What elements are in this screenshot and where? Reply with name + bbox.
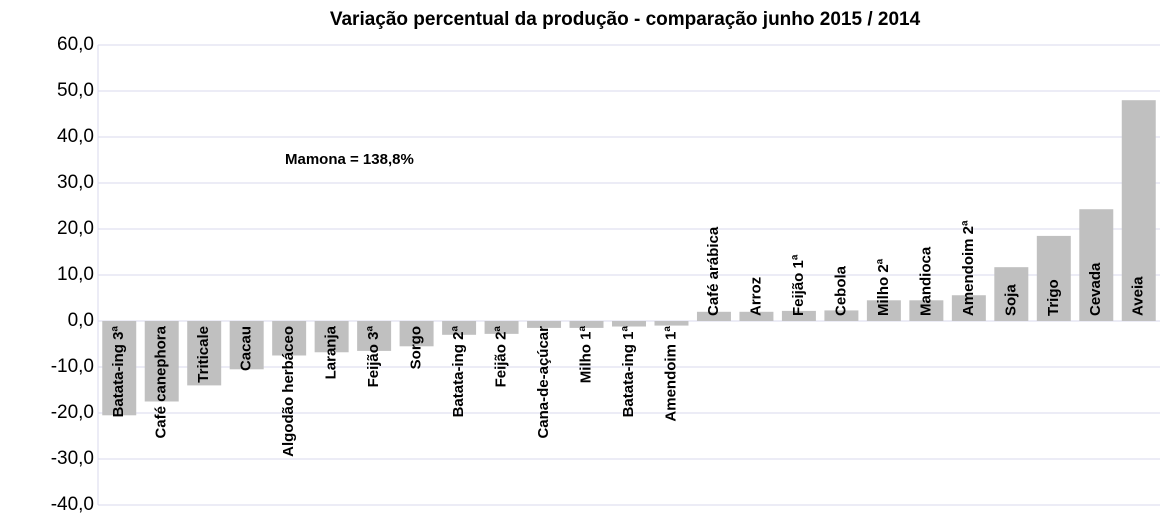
x-tick-label: Mandioca xyxy=(917,246,934,316)
x-tick-label: Café arábica xyxy=(705,226,722,316)
y-tick-label: -10,0 xyxy=(51,356,94,377)
bar xyxy=(994,267,1029,321)
x-tick-label: Cacau xyxy=(238,326,255,371)
bar xyxy=(951,295,986,321)
x-tick-label: Milho 1ª xyxy=(577,326,594,384)
bar xyxy=(442,321,477,335)
y-tick-label: -40,0 xyxy=(51,494,94,515)
bar xyxy=(484,321,519,334)
bar xyxy=(102,321,137,416)
x-tick-label: Triticale xyxy=(195,326,212,383)
y-tick-label: -20,0 xyxy=(51,402,94,423)
bar xyxy=(527,321,562,328)
x-tick-label: Algodão herbáceo xyxy=(280,326,297,457)
bar xyxy=(909,300,944,321)
x-tick-label: Laranja xyxy=(323,325,340,379)
bar xyxy=(357,321,392,351)
bar xyxy=(739,311,774,321)
x-tick-label: Cebola xyxy=(832,265,849,316)
bar xyxy=(612,321,646,327)
x-tick-label: Sorgo xyxy=(408,326,425,369)
bar xyxy=(314,321,349,353)
bar xyxy=(272,321,307,356)
bar xyxy=(866,300,901,321)
y-tick-label: 40,0 xyxy=(57,126,94,147)
x-tick-label: Feijão 3ª xyxy=(365,326,382,388)
y-tick-label: 10,0 xyxy=(57,264,94,285)
x-tick-label: Amendoim 1ª xyxy=(662,326,679,422)
x-tick-label: Batata-ing 3ª xyxy=(110,326,127,418)
bar xyxy=(187,321,222,386)
y-tick-label: 20,0 xyxy=(57,218,94,239)
x-tick-label: Soja xyxy=(1002,284,1019,316)
x-tick-label: Feijão 1ª xyxy=(790,254,807,316)
annotation: Mamona = 138,8% xyxy=(285,151,414,168)
x-tick-label: Batata-ing 1ª xyxy=(620,326,637,418)
x-tick-label: Arroz xyxy=(747,277,764,316)
x-tick-label: Cevada xyxy=(1087,262,1104,316)
x-tick-label: Batata-ing 2ª xyxy=(450,326,467,418)
bar xyxy=(1079,209,1114,321)
x-tick-label: Cana-de-açúcar xyxy=(535,326,552,439)
y-tick-label: -30,0 xyxy=(51,448,94,469)
bar xyxy=(1121,100,1156,321)
chart-title: Variação percentual da produção - compar… xyxy=(330,9,921,30)
x-tick-label: Trigo xyxy=(1045,279,1062,316)
bar xyxy=(781,310,816,321)
bar xyxy=(229,321,264,370)
x-tick-label: Milho 2ª xyxy=(875,258,892,316)
x-tick-label: Aveia xyxy=(1130,276,1147,316)
bar xyxy=(824,310,859,321)
x-tick-label: Amendoim 2ª xyxy=(960,220,977,316)
x-tick-label: Café canephora xyxy=(153,325,170,438)
bar xyxy=(144,321,179,402)
y-tick-label: 0,0 xyxy=(68,310,94,331)
x-tick-label: Feijão 2ª xyxy=(493,326,510,388)
y-tick-label: 60,0 xyxy=(57,34,94,55)
bar xyxy=(696,311,731,321)
bar xyxy=(654,321,689,326)
bar xyxy=(1036,235,1071,321)
bar xyxy=(399,321,434,347)
y-tick-label: 30,0 xyxy=(57,172,94,193)
y-tick-label: 50,0 xyxy=(57,80,94,101)
bar xyxy=(569,321,604,328)
